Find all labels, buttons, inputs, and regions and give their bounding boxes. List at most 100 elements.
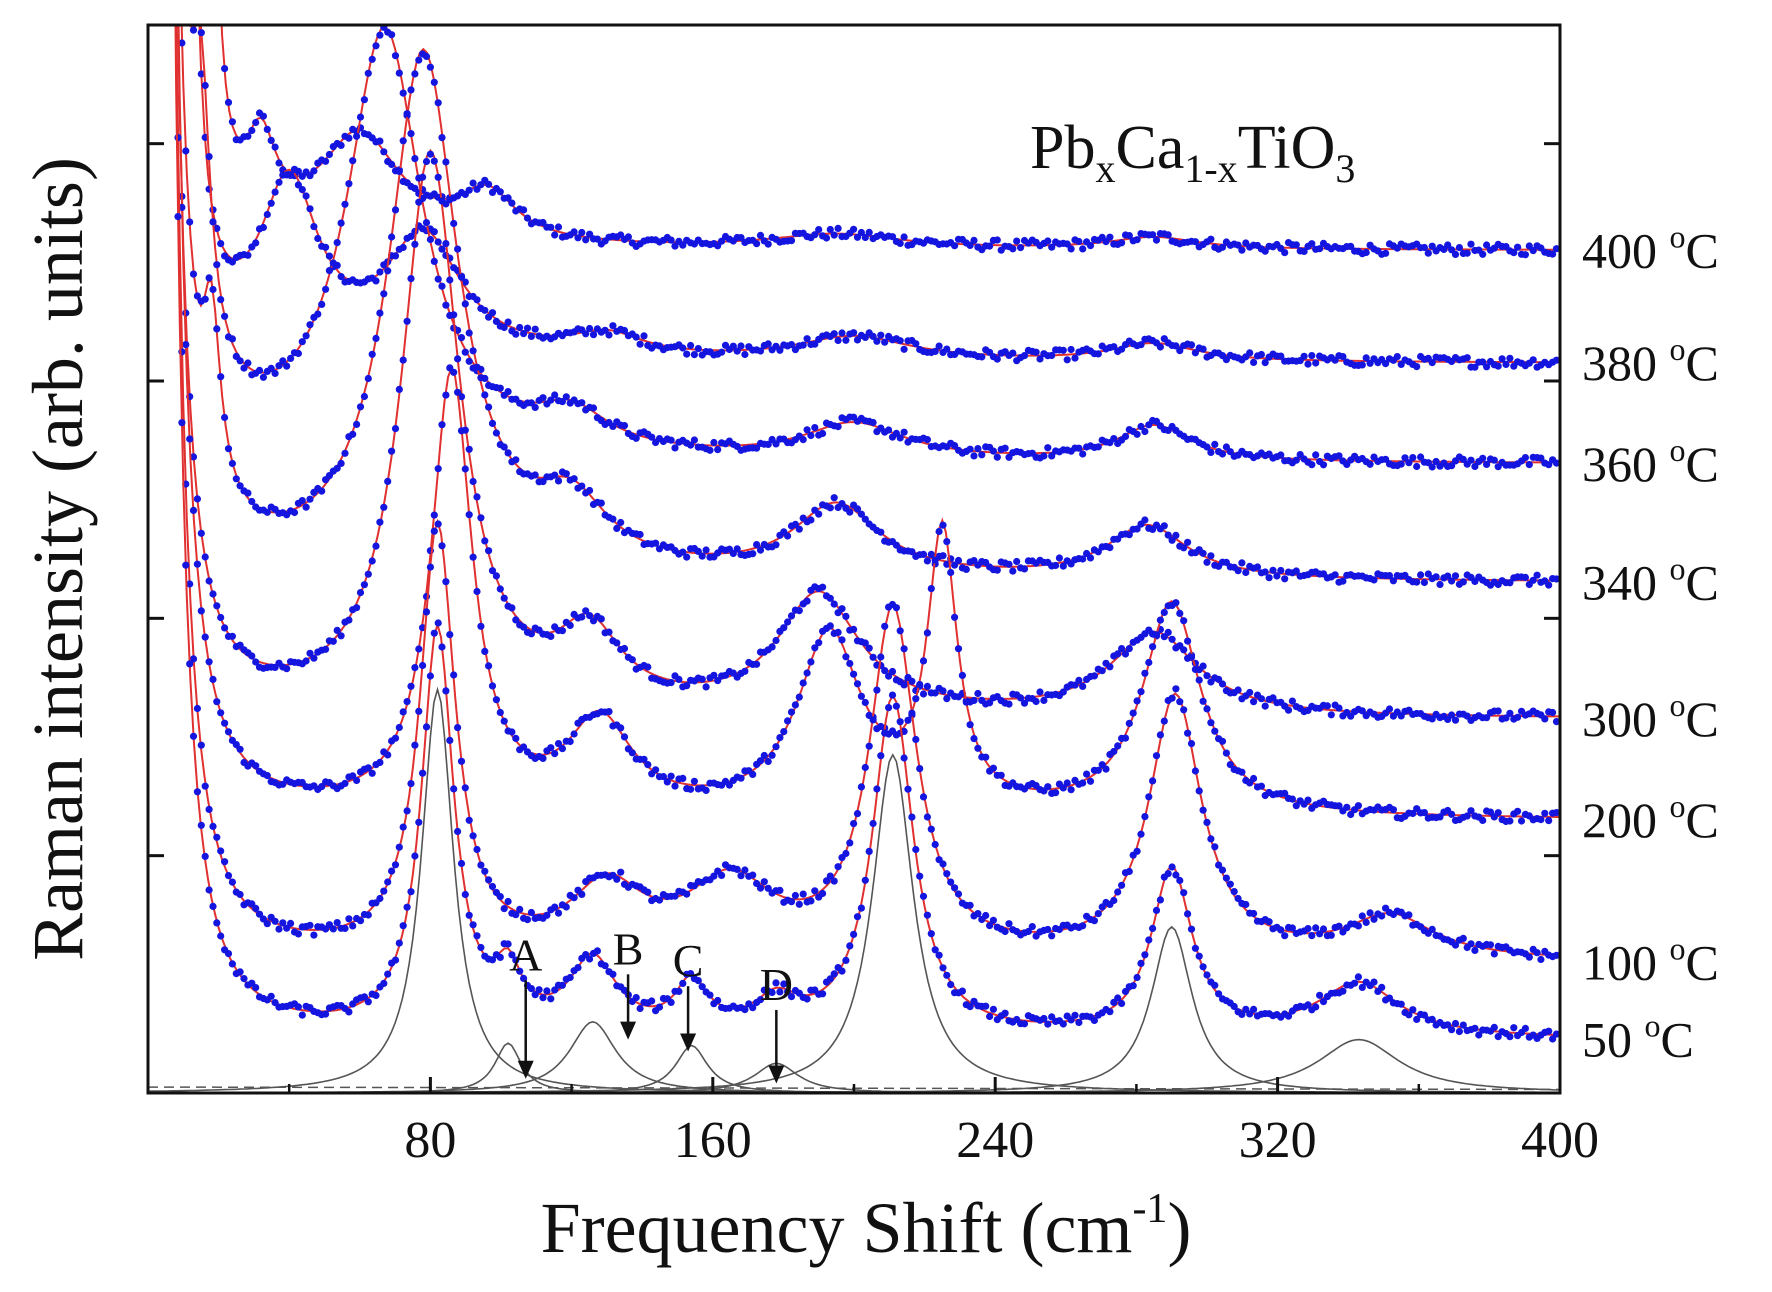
data-point — [1494, 809, 1502, 817]
data-point — [857, 783, 866, 791]
data-point — [1226, 880, 1234, 888]
data-point — [644, 888, 652, 896]
data-point — [512, 956, 520, 964]
data-point — [516, 905, 524, 914]
data-point — [574, 234, 582, 242]
data-point — [360, 96, 368, 104]
data-point — [1176, 609, 1184, 618]
data-point — [780, 980, 788, 988]
data-point — [531, 471, 539, 479]
data-point — [1370, 915, 1378, 923]
data-point — [554, 477, 563, 485]
data-point — [446, 631, 454, 639]
data-point — [504, 449, 512, 457]
data-point — [807, 516, 815, 524]
data-point — [865, 847, 873, 856]
data-point — [1199, 345, 1207, 353]
data-point — [1215, 990, 1223, 998]
data-point — [341, 449, 349, 457]
peak-label-C: C — [673, 935, 704, 986]
data-point — [1114, 888, 1122, 896]
data-point — [488, 882, 497, 891]
data-point — [1358, 912, 1366, 920]
data-point — [636, 340, 644, 348]
data-point — [407, 86, 415, 94]
data-point — [368, 557, 376, 565]
data-point — [850, 225, 858, 233]
data-point — [578, 482, 586, 490]
data-point — [1467, 240, 1475, 248]
data-point — [454, 388, 462, 396]
data-point — [1199, 806, 1207, 814]
data-point — [1327, 711, 1335, 719]
data-point — [496, 893, 504, 901]
data-point — [477, 622, 485, 630]
data-point — [1172, 871, 1180, 879]
data-point — [294, 349, 302, 358]
data-point — [244, 489, 252, 497]
data-point — [787, 612, 796, 620]
peak-label-A: A — [509, 929, 542, 980]
data-point — [958, 671, 967, 680]
data-point — [1059, 688, 1067, 696]
data-point — [850, 930, 858, 939]
data-point — [900, 345, 908, 353]
data-point — [337, 459, 345, 467]
data-point — [838, 636, 846, 644]
data-point — [962, 565, 970, 574]
data-point — [628, 749, 636, 757]
data-point — [1541, 809, 1549, 817]
data-point — [617, 724, 625, 732]
data-point — [947, 878, 955, 886]
data-point — [442, 578, 450, 586]
data-point — [877, 331, 885, 339]
data-point — [1187, 925, 1196, 933]
data-point — [341, 924, 349, 933]
data-point — [488, 682, 497, 690]
data-point — [407, 130, 415, 138]
data-point — [694, 977, 702, 985]
data-point — [593, 947, 602, 955]
data-point — [586, 955, 594, 963]
data-point — [306, 172, 314, 180]
data-point — [1479, 816, 1487, 825]
data-point — [853, 505, 862, 513]
data-point — [217, 296, 225, 304]
data-point — [795, 525, 803, 533]
data-point — [605, 708, 613, 716]
data-point — [811, 340, 819, 348]
data-point — [547, 995, 555, 1003]
data-point — [372, 277, 380, 285]
data-point — [298, 186, 306, 194]
data-point — [1234, 567, 1242, 575]
data-point — [1199, 549, 1207, 557]
data-point — [768, 643, 776, 651]
data-point — [1218, 680, 1227, 688]
data-point — [310, 167, 318, 175]
data-point — [578, 399, 586, 407]
data-point — [349, 430, 357, 438]
data-point — [1160, 717, 1168, 725]
data-point — [714, 446, 722, 454]
data-point — [830, 970, 838, 978]
data-point — [279, 919, 287, 927]
data-point — [1187, 653, 1196, 661]
data-point — [877, 653, 885, 661]
data-point — [1490, 1023, 1498, 1031]
data-point — [853, 810, 862, 818]
data-point — [325, 150, 333, 159]
data-point — [201, 852, 209, 861]
data-point — [1203, 818, 1211, 827]
data-point — [465, 911, 473, 919]
data-point — [419, 769, 427, 777]
data-point — [1118, 881, 1126, 889]
data-point — [465, 357, 473, 365]
peak-label-B: B — [613, 923, 644, 974]
data-point — [488, 567, 497, 575]
data-point — [384, 477, 392, 485]
data-point — [620, 326, 629, 335]
data-point — [194, 0, 201, 5]
data-point — [1114, 994, 1122, 1002]
data-point — [908, 813, 916, 821]
data-point — [547, 632, 555, 641]
